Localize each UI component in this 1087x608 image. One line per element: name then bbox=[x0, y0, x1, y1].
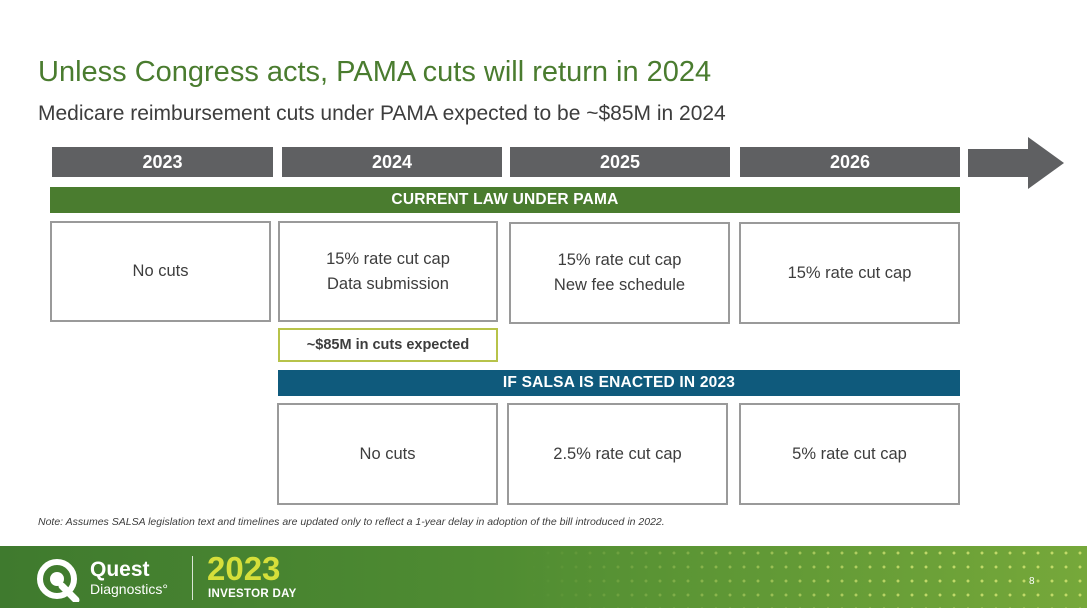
box-line: 15% rate cut cap bbox=[787, 263, 912, 282]
current-law-box-2025: 15% rate cut cap New fee schedule bbox=[509, 222, 730, 324]
footer-divider bbox=[192, 556, 193, 600]
year-header-2025: 2025 bbox=[510, 147, 730, 177]
box-line: No cuts bbox=[359, 444, 416, 463]
cuts-expected-callout: ~$85M in cuts expected bbox=[278, 328, 498, 362]
box-line: 15% rate cut cap bbox=[557, 251, 682, 269]
box-line: Data submission bbox=[327, 274, 449, 293]
page-number: 8 bbox=[1029, 576, 1035, 587]
salsa-header: IF SALSA IS ENACTED IN 2023 bbox=[278, 370, 960, 396]
box-line: No cuts bbox=[132, 262, 189, 280]
quest-logo-icon bbox=[37, 559, 80, 602]
brand-subname: Diagnostics° bbox=[90, 581, 168, 597]
salsa-box-2026: 5% rate cut cap bbox=[739, 403, 960, 505]
year-header-2024: 2024 bbox=[282, 147, 502, 177]
footer-bar: Quest Diagnostics° 2023 INVESTOR DAY 8 bbox=[0, 546, 1087, 608]
event-year: 2023 bbox=[207, 550, 281, 587]
current-law-header: CURRENT LAW UNDER PAMA bbox=[50, 187, 960, 213]
current-law-box-2026: 15% rate cut cap bbox=[739, 222, 960, 324]
slide-title: Unless Congress acts, PAMA cuts will ret… bbox=[38, 56, 712, 88]
event-name: INVESTOR DAY bbox=[208, 588, 297, 600]
box-line: 15% rate cut cap bbox=[326, 249, 450, 268]
brand-name: Quest bbox=[90, 558, 150, 581]
slide-subtitle: Medicare reimbursement cuts under PAMA e… bbox=[38, 102, 726, 125]
current-law-box-2024: 15% rate cut cap Data submission bbox=[278, 221, 498, 322]
footnote: Note: Assumes SALSA legislation text and… bbox=[38, 516, 665, 528]
box-line: 5% rate cut cap bbox=[792, 444, 907, 463]
year-header-2023: 2023 bbox=[52, 147, 273, 177]
box-line: 2.5% rate cut cap bbox=[553, 444, 682, 463]
current-law-box-2023: No cuts bbox=[50, 221, 271, 322]
salsa-box-2025: 2.5% rate cut cap bbox=[507, 403, 728, 505]
dot-pattern bbox=[527, 546, 1087, 608]
salsa-box-2024: No cuts bbox=[277, 403, 498, 505]
box-line: New fee schedule bbox=[553, 276, 686, 294]
timeline-arrow-icon bbox=[968, 137, 1064, 189]
year-header-2026: 2026 bbox=[740, 147, 960, 177]
